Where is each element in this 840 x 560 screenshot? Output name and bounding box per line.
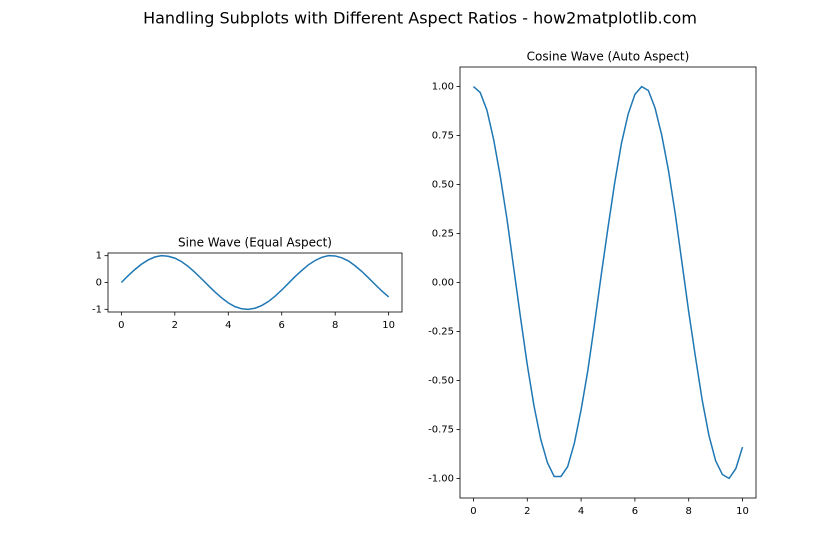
y-tick-label: 0 <box>96 278 102 289</box>
y-tick-label: 0.50 <box>432 180 454 191</box>
subplot-title: Cosine Wave (Auto Aspect) <box>527 50 690 64</box>
x-tick-label: 0 <box>118 320 124 331</box>
axes-frame <box>107 252 403 313</box>
x-tick-label: 4 <box>578 506 584 517</box>
y-tick-label: -0.50 <box>428 375 454 386</box>
y-tick-label: 1 <box>96 251 102 262</box>
x-tick-label: 8 <box>332 320 338 331</box>
x-tick-label: 0 <box>470 506 476 517</box>
y-tick-label: 0.00 <box>432 278 454 289</box>
x-tick-label: 10 <box>382 320 395 331</box>
x-tick-label: 6 <box>632 506 638 517</box>
line-series <box>472 85 744 480</box>
x-tick-label: 6 <box>279 320 285 331</box>
axes-frame <box>459 66 757 499</box>
figure-title: Handling Subplots with Different Aspect … <box>143 9 697 28</box>
x-tick-label: 10 <box>736 506 749 517</box>
x-tick-label: 2 <box>172 320 178 331</box>
line-series <box>120 254 390 311</box>
y-tick-label: -1.00 <box>428 473 454 484</box>
x-tick-label: 2 <box>524 506 530 517</box>
y-tick-label: 1.00 <box>432 82 454 93</box>
y-tick-label: 0.25 <box>432 229 454 240</box>
x-tick-label: 8 <box>686 506 692 517</box>
x-tick-label: 4 <box>225 320 231 331</box>
y-tick-label: 0.75 <box>432 131 454 142</box>
y-tick-label: -0.75 <box>428 424 454 435</box>
y-tick-label: -1 <box>92 304 102 315</box>
y-tick-label: -0.25 <box>428 326 454 337</box>
subplot-title: Sine Wave (Equal Aspect) <box>178 236 332 250</box>
